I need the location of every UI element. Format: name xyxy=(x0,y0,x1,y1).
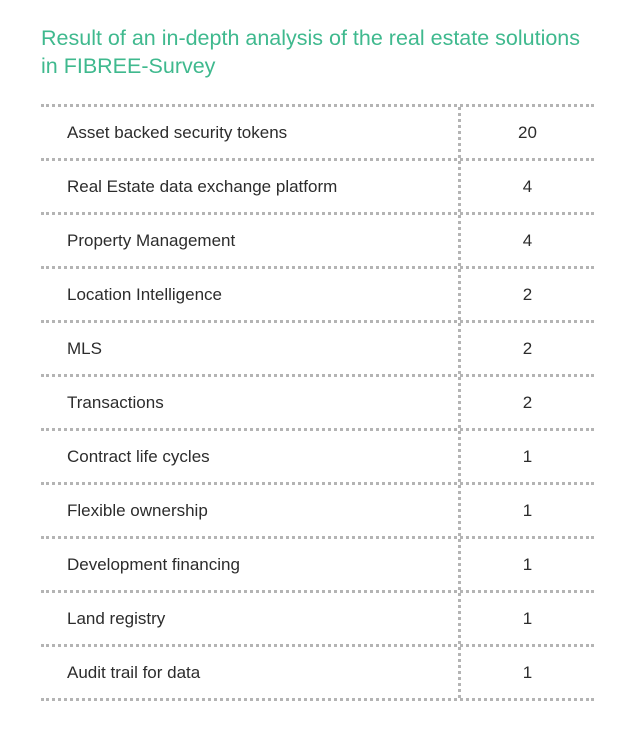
column-divider xyxy=(458,323,461,374)
table-row: Contract life cycles 1 xyxy=(41,431,594,485)
row-value: 1 xyxy=(522,501,533,520)
table-row: Location Intelligence 2 xyxy=(41,269,594,323)
page-title: Result of an in-depth analysis of the re… xyxy=(41,26,581,78)
table-row: Flexible ownership 1 xyxy=(41,485,594,539)
table-row: Land registry 1 xyxy=(41,593,594,647)
row-value: 4 xyxy=(522,231,533,250)
row-value: 20 xyxy=(518,123,537,142)
column-divider xyxy=(458,485,461,536)
table-row: Development financing 1 xyxy=(41,539,594,593)
column-divider xyxy=(458,593,461,644)
table-row: Asset backed security tokens 20 xyxy=(41,107,594,161)
row-label: Land registry xyxy=(67,609,166,628)
column-divider xyxy=(458,215,461,266)
row-value: 1 xyxy=(522,447,533,466)
row-label: Real Estate data exchange platform xyxy=(67,177,338,196)
column-divider xyxy=(458,647,461,698)
row-value: 1 xyxy=(522,555,533,574)
row-label: Audit trail for data xyxy=(67,663,201,682)
column-divider xyxy=(458,431,461,482)
column-divider xyxy=(458,161,461,212)
table-row: Property Management 4 xyxy=(41,215,594,269)
table-row: MLS 2 xyxy=(41,323,594,377)
row-label: Property Management xyxy=(67,231,236,250)
row-label: MLS xyxy=(67,339,102,358)
row-label: Flexible ownership xyxy=(67,501,208,520)
row-value: 2 xyxy=(522,339,533,358)
table-row: Real Estate data exchange platform 4 xyxy=(41,161,594,215)
table-row: Transactions 2 xyxy=(41,377,594,431)
row-value: 4 xyxy=(522,177,533,196)
column-divider xyxy=(458,377,461,428)
row-label: Asset backed security tokens xyxy=(67,123,288,142)
row-label: Development financing xyxy=(67,555,240,574)
row-value: 1 xyxy=(522,663,533,682)
table-row: Audit trail for data 1 xyxy=(41,647,594,701)
row-label: Location Intelligence xyxy=(67,285,223,304)
row-label: Contract life cycles xyxy=(67,447,210,466)
column-divider xyxy=(458,539,461,590)
row-value: 2 xyxy=(522,393,533,412)
row-label: Transactions xyxy=(67,393,164,412)
column-divider xyxy=(458,107,461,158)
column-divider xyxy=(458,269,461,320)
row-value: 1 xyxy=(522,609,533,628)
row-value: 2 xyxy=(522,285,533,304)
results-table: Asset backed security tokens 20 Real Est… xyxy=(41,104,594,701)
